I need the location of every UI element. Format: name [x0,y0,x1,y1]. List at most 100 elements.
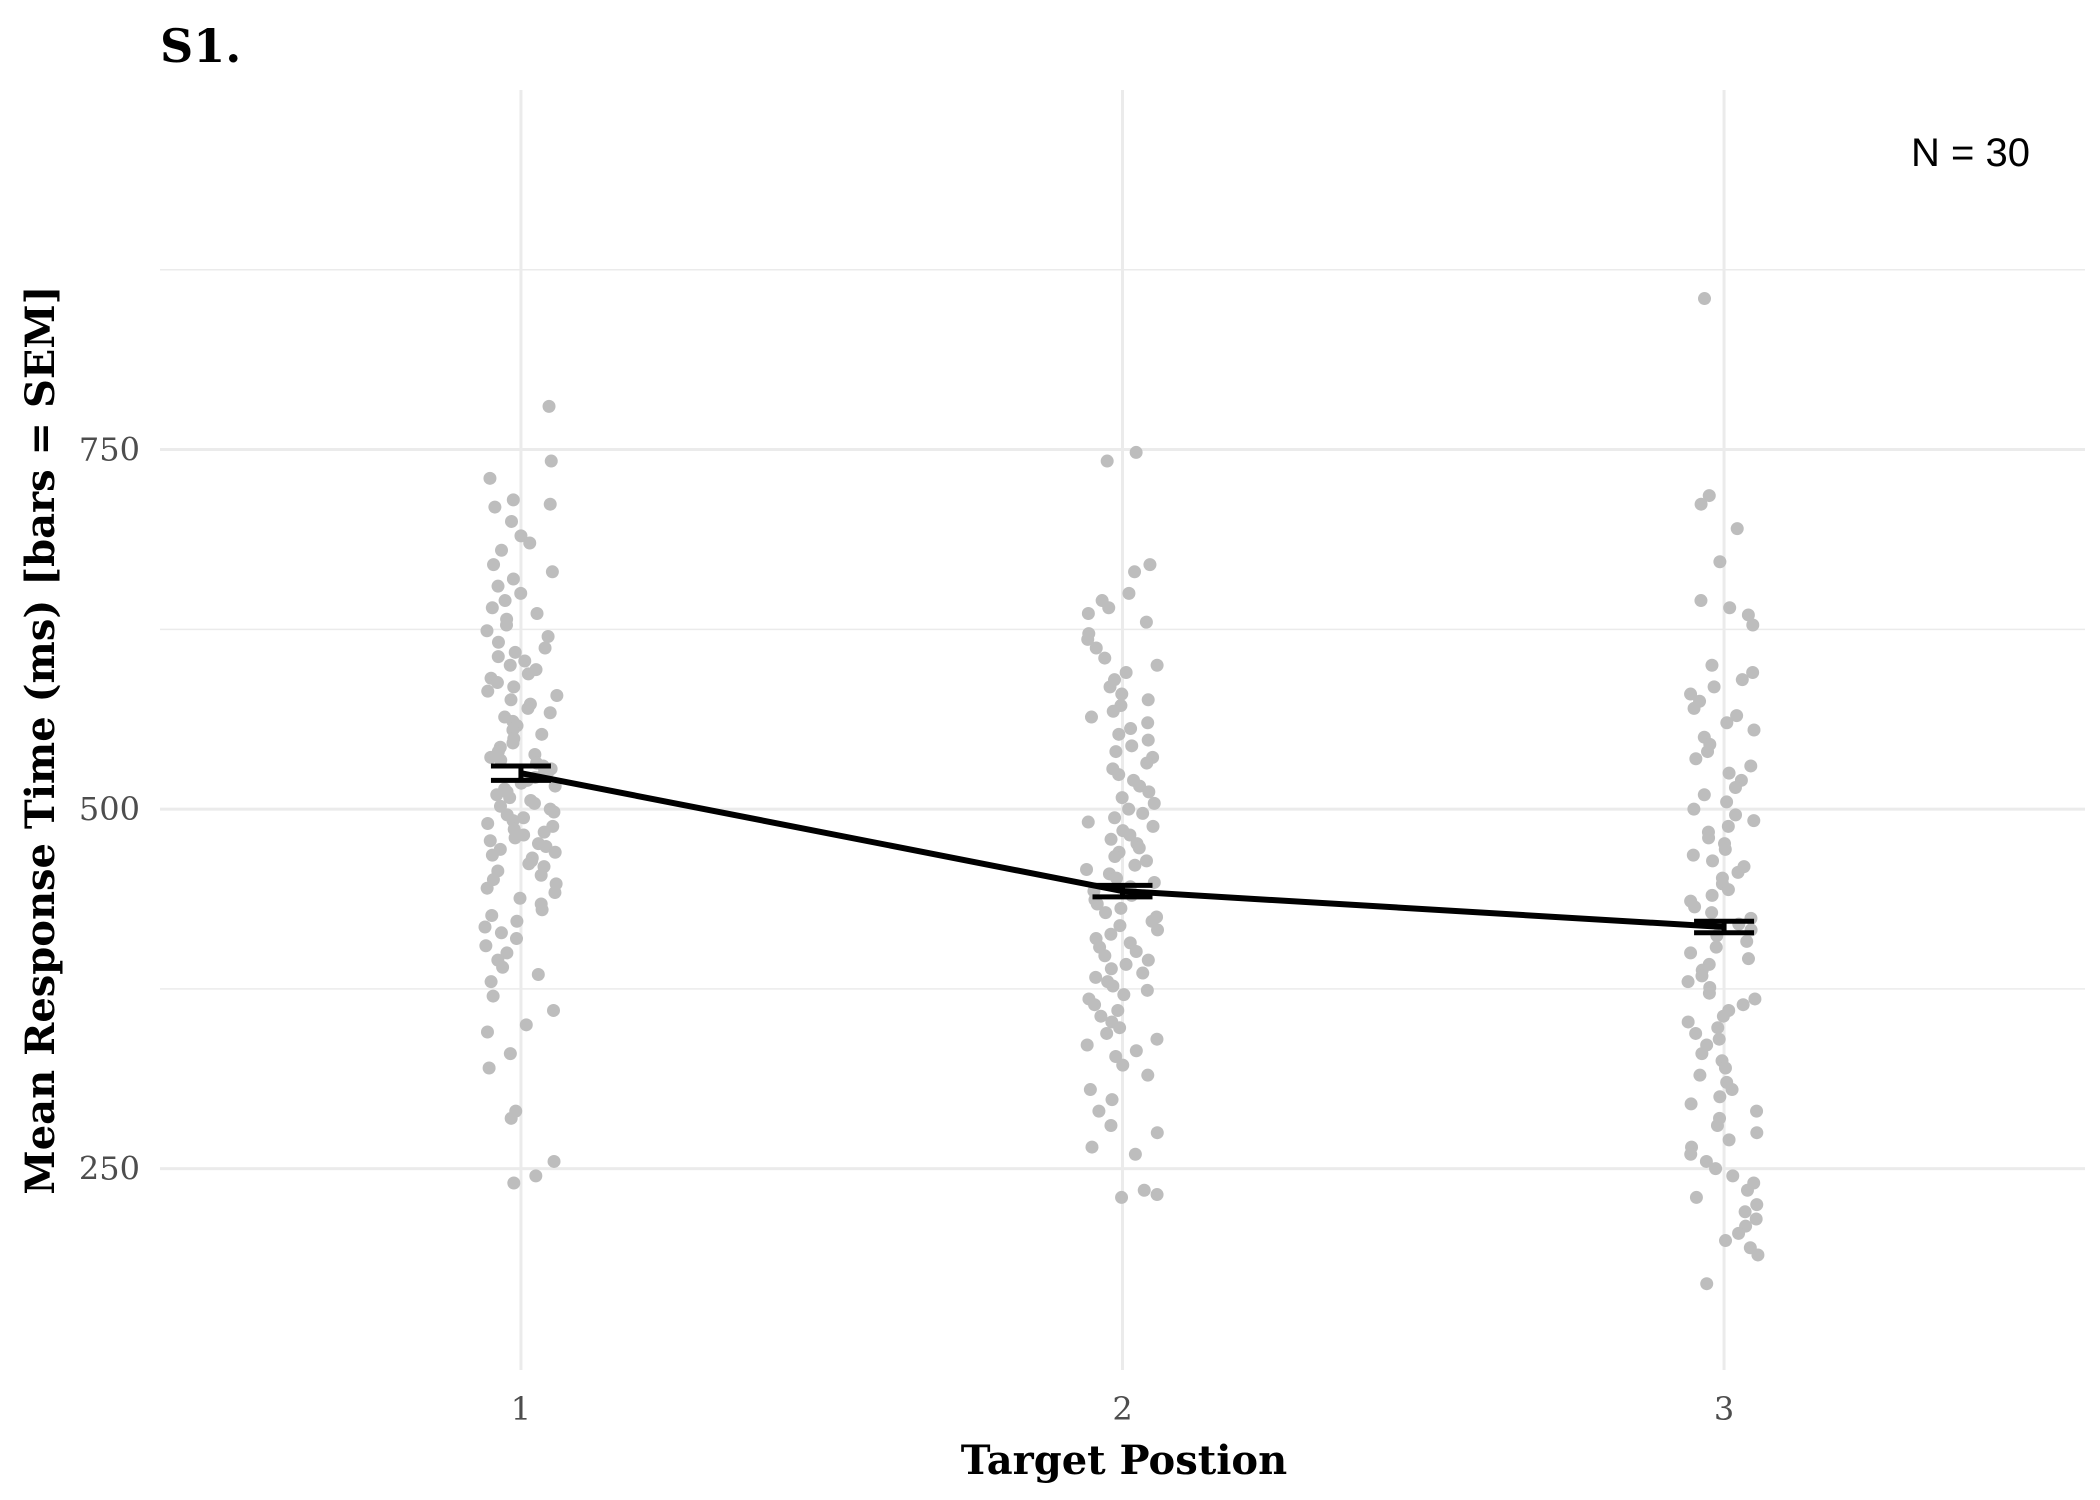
data-point [1104,927,1118,941]
data-point [1684,1147,1698,1161]
data-point [1723,601,1737,615]
y-tick-label: 250 [79,1150,140,1188]
data-point [1721,883,1735,897]
data-point [1098,949,1112,963]
data-point [485,601,499,615]
data-point [507,1176,521,1190]
data-point [1694,594,1708,608]
data-point [503,791,517,805]
data-point [1080,1038,1094,1052]
data-point [495,543,509,557]
data-point [1746,618,1760,632]
sample-size-annotation: N = 30 [1911,131,2030,175]
data-point [1140,756,1154,770]
data-point [1695,969,1709,983]
data-point [1150,658,1164,672]
data-point [1113,919,1127,933]
data-point [506,572,520,586]
data-point [1707,680,1721,694]
data-point [491,579,505,593]
data-point [503,1047,517,1061]
data-point [1081,815,1095,829]
data-point [1108,811,1122,825]
data-point [1684,687,1698,701]
data-point [1084,710,1098,724]
data-point [522,857,536,871]
data-point [490,676,504,690]
data-point [1694,497,1708,511]
data-point [1736,998,1750,1012]
data-point [1109,745,1123,759]
data-point [486,989,500,1003]
data-point [1136,966,1150,980]
data-point [1104,1119,1118,1133]
data-point [1119,957,1133,971]
data-point [1732,1226,1746,1240]
data-point [1115,1190,1129,1204]
data-point [1750,1104,1764,1118]
data-point [1740,1183,1754,1197]
data-point [1150,1126,1164,1140]
data-point [1687,701,1701,715]
data-point [485,909,499,923]
data-point [534,868,548,882]
data-point [1142,785,1156,799]
data-point [506,493,520,507]
data-point [1722,1133,1736,1147]
data-point [1713,1090,1727,1104]
data-point [550,688,564,702]
data-point [517,811,531,825]
data-point [483,834,497,848]
data-point [1146,819,1160,833]
data-point [1085,1140,1099,1154]
data-point [479,939,493,953]
data-point [1119,665,1133,679]
data-point [542,399,556,413]
x-axis-title: Target Postion [961,1437,1287,1484]
data-point [483,471,497,485]
data-point [1681,975,1695,989]
data-point [543,706,557,720]
data-point [546,1003,560,1017]
data-point [1141,953,1155,967]
data-point [1109,1049,1123,1063]
data-point [1105,1093,1119,1107]
data-point [531,967,545,981]
data-point [535,903,549,917]
data-point [1115,687,1129,701]
data-point [1744,759,1758,773]
data-point [1747,814,1761,828]
data-point [1721,819,1735,833]
data-point [1709,1162,1723,1176]
data-point [1108,850,1122,864]
data-point [537,825,551,839]
data-point [1141,693,1155,707]
data-point [488,500,502,514]
data-point [1081,632,1095,646]
data-point [480,881,494,895]
data-point [504,514,518,528]
data-point [494,926,508,940]
y-tick-label: 500 [79,790,140,828]
data-point [1738,1205,1752,1219]
data-point [1684,946,1698,960]
data-point [1094,1009,1108,1023]
data-point [547,805,561,819]
data-point [1151,923,1165,937]
data-point [1089,970,1103,984]
data-point [1092,1104,1106,1118]
data-point [1100,1026,1114,1040]
panel-label: S1. [160,19,241,73]
data-point [514,529,528,543]
data-point [527,796,541,810]
data-point [1080,863,1094,877]
data-point [504,1111,518,1125]
data-point [1122,802,1136,816]
data-point [1709,940,1723,954]
data-point [545,565,559,579]
data-point [1102,601,1116,615]
data-point [1681,1015,1695,1029]
data-point [1111,1003,1125,1017]
data-point [1687,802,1701,816]
